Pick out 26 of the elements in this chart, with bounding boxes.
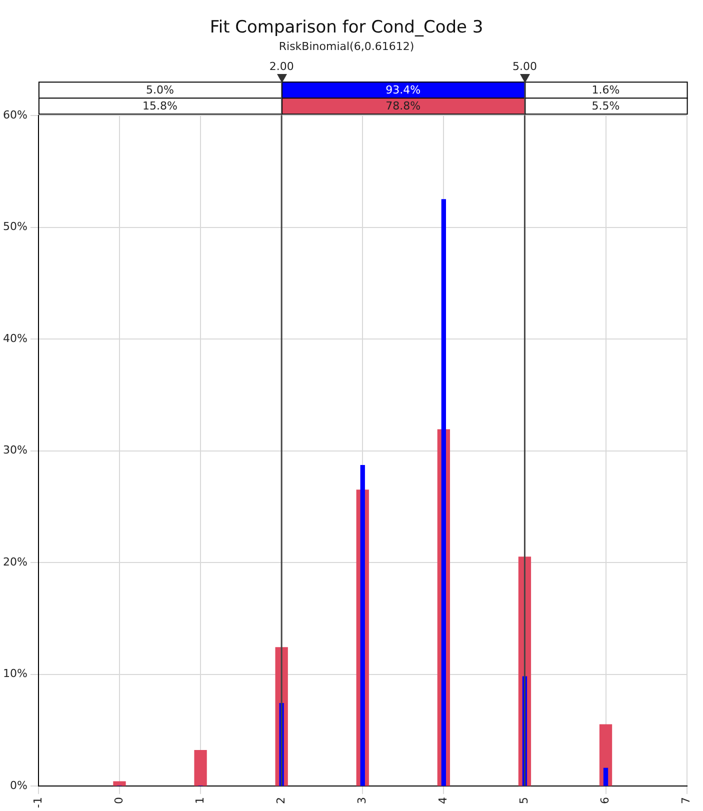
text: 5.0% xyxy=(146,83,174,96)
x-tick-label: 7 xyxy=(680,797,693,804)
chart-title: Fit Comparison for Cond_Code 3 xyxy=(210,18,484,38)
x-tick-label: 2 xyxy=(274,797,288,804)
y-tick-label: 20% xyxy=(2,555,28,568)
x-tick-label: 4 xyxy=(436,797,450,804)
chart-subtitle: RiskBinomial(6,0.61612) xyxy=(278,40,414,53)
x-tick-label: 3 xyxy=(355,797,368,804)
y-tick-label: 40% xyxy=(2,332,28,345)
y-tick-label: 0% xyxy=(10,778,28,792)
text: 15.8% xyxy=(142,99,178,112)
ref-line-label: 5.00 xyxy=(512,60,537,73)
text: 1.6% xyxy=(592,83,620,96)
x-tick-label: -1 xyxy=(31,797,44,808)
x-tick-label: 5 xyxy=(518,797,531,804)
x-tick-label: 1 xyxy=(193,797,206,804)
x-tick-label: 6 xyxy=(598,797,612,804)
ref-line-label: 2.00 xyxy=(269,60,294,73)
text: 78.8% xyxy=(386,99,421,112)
text: 5.5% xyxy=(592,99,620,112)
y-tick-label: 60% xyxy=(2,108,28,122)
y-tick-label: 30% xyxy=(2,444,28,457)
y-tick-label: 10% xyxy=(2,667,28,680)
y-tick-label: 50% xyxy=(2,220,28,234)
x-tick-label: 0 xyxy=(112,797,126,804)
text: 93.4% xyxy=(386,83,421,96)
